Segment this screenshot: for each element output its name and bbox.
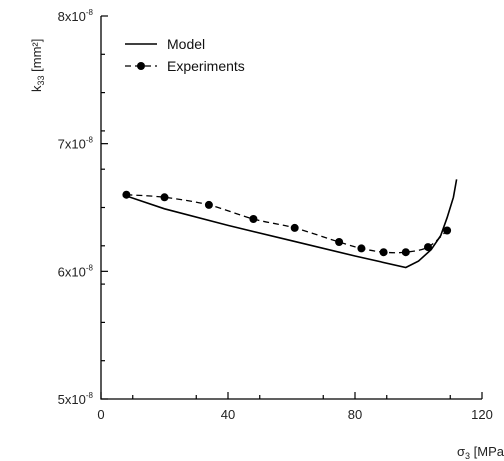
experiment-point	[424, 243, 432, 252]
x-tick-label: 80	[348, 407, 362, 422]
x-axis-title: σ3 [MPa]	[457, 444, 504, 461]
legend-experiments-label: Experiments	[167, 58, 245, 74]
y-tick-label: 8x10-8	[58, 8, 94, 24]
legend-model-label: Model	[167, 36, 205, 52]
y-axis-title: k33 [mm²]	[29, 39, 46, 92]
experiment-point	[290, 223, 299, 232]
experiment-point	[160, 193, 169, 202]
x-tick-label: 120	[471, 407, 493, 422]
model-series-line	[126, 179, 458, 269]
series-layer	[122, 179, 458, 269]
experiment-point	[357, 244, 366, 253]
legend-experiments-marker	[137, 62, 145, 70]
experiment-point	[401, 248, 410, 257]
x-tick-label: 40	[221, 407, 235, 422]
x-tick-label: 0	[97, 407, 104, 422]
y-tick-label: 7x10-8	[58, 136, 94, 152]
experiment-point	[443, 226, 452, 235]
y-tick-label: 6x10-8	[58, 263, 94, 279]
experiment-point	[335, 238, 344, 246]
ticks: 0 40 80 120 5x10-8 6x10-8 7x10-8 8x10-8	[58, 8, 493, 422]
experiment-point	[249, 215, 258, 223]
experiments-series-line	[126, 194, 448, 254]
experiment-point	[204, 200, 213, 209]
experiment-point	[379, 248, 388, 257]
experiment-point	[122, 190, 131, 199]
legend: Model Experiments	[125, 36, 245, 74]
y-tick-label: 5x10-8	[58, 391, 94, 407]
